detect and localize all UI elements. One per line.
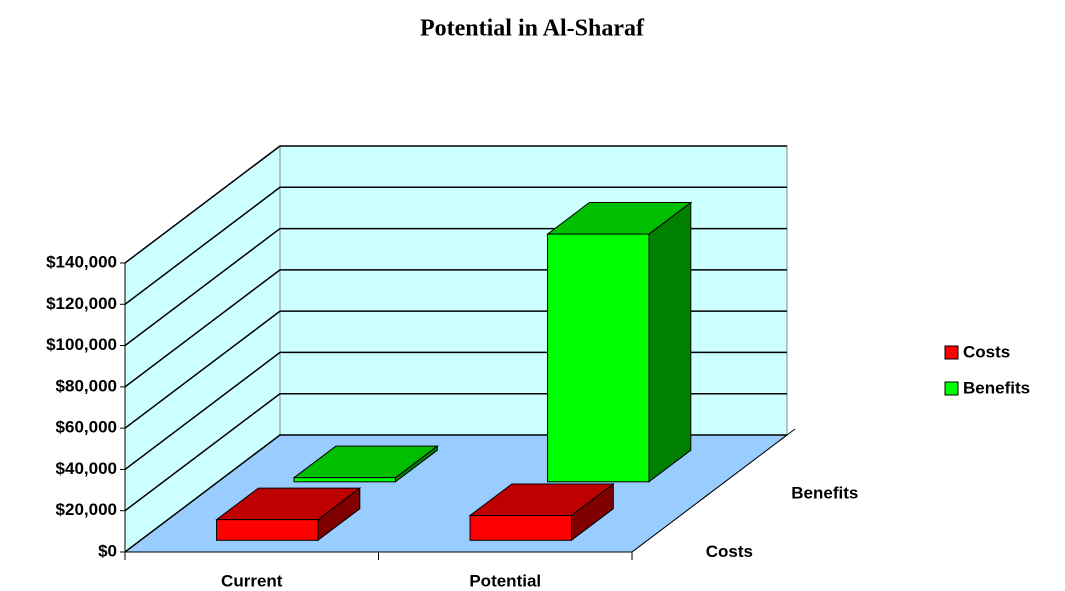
depth-tick	[778, 434, 788, 442]
x-tick-label: Current	[221, 571, 283, 590]
y-tick-label: $0	[98, 541, 117, 560]
y-tick-label: $100,000	[46, 335, 117, 354]
legend-swatch	[944, 381, 959, 396]
x-tick-label: Potential	[469, 571, 541, 590]
legend-label: Costs	[963, 342, 1010, 361]
y-tick-label: $120,000	[46, 294, 117, 313]
depth-tick	[701, 493, 710, 500]
bar	[469, 515, 572, 541]
grid-line	[124, 145, 787, 264]
legend-label: Benefits	[963, 378, 1030, 397]
bar-side	[648, 201, 692, 483]
back-wall	[279, 145, 788, 436]
chart-title: Potential in Al-Sharaf	[420, 16, 645, 42]
depth-label: Costs	[706, 542, 753, 561]
y-tick-label: $40,000	[56, 459, 117, 478]
grid-line	[124, 186, 787, 305]
y-tick-label: $60,000	[56, 418, 117, 437]
bar	[216, 519, 319, 541]
bar	[547, 233, 650, 483]
y-tick-label: $140,000	[46, 252, 117, 271]
depth-axis	[631, 428, 796, 553]
y-tick-label: $80,000	[56, 376, 117, 395]
y-tick-label: $20,000	[56, 500, 117, 519]
legend-swatch	[944, 345, 959, 360]
depth-label: Benefits	[791, 484, 858, 503]
bar	[293, 477, 396, 483]
